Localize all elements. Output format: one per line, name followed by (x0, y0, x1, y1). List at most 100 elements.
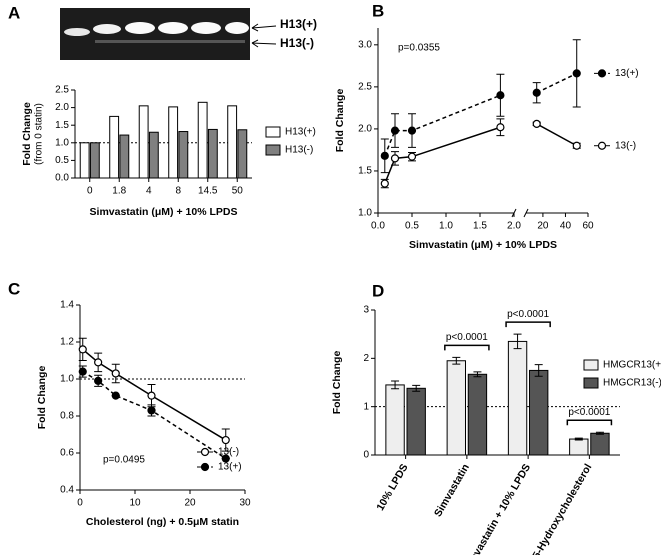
y-tick-label: 1.0 (60, 374, 74, 385)
y-tick-label: 0 (363, 450, 369, 461)
marker (78, 367, 87, 376)
x-tick-label: 0 (87, 186, 93, 197)
y-tick-label: 1.4 (60, 300, 74, 311)
y-tick-label: 2.5 (358, 82, 372, 93)
bar (148, 131, 159, 179)
y-tick-label: 0.4 (60, 485, 74, 496)
x-axis-label: Simvastatin (μM) + 10% LPDS (90, 206, 238, 218)
error-bar (574, 437, 583, 441)
series-line (384, 126, 501, 184)
series-line (384, 94, 501, 157)
marker (532, 119, 541, 128)
gel-label: H13(+) (280, 17, 317, 31)
marker (147, 406, 156, 415)
x-tick-label: 10% LPDS (374, 462, 410, 513)
significance-bracket (566, 419, 613, 426)
error-bar (391, 380, 400, 390)
bar (590, 432, 610, 456)
bar (79, 142, 90, 179)
error-bar (595, 431, 604, 435)
marker (94, 358, 103, 367)
marker (380, 151, 389, 160)
y-tick-label: 2 (363, 353, 369, 364)
marker (78, 345, 87, 354)
y-axis-label: Fold Change (21, 102, 33, 166)
annotation: p=0.0495 (103, 455, 145, 466)
x-tick-label: 2.0 (507, 221, 521, 232)
annotation: p<0.0001 (507, 309, 549, 320)
x-tick-label: 14.5 (198, 186, 218, 197)
bar (446, 360, 466, 456)
marker (407, 152, 417, 161)
panel-label: C (8, 279, 20, 298)
bar (406, 387, 426, 456)
legend-swatch (265, 126, 281, 138)
panel-label: D (372, 281, 384, 300)
legend-label: H13(-) (285, 145, 313, 156)
x-tick-label: 20 (537, 221, 549, 232)
marker (572, 141, 581, 150)
x-tick-label: 0.5 (405, 221, 419, 232)
y-tick-label: 1.5 (55, 120, 69, 131)
x-tick-label: 1.5 (473, 221, 487, 232)
x-tick-label: Simvastatin (432, 462, 472, 519)
legend-marker (200, 462, 210, 472)
x-tick-label: 10 (129, 498, 141, 509)
y-tick-label: 0.6 (60, 448, 74, 459)
marker (407, 126, 417, 135)
y-axis-label: Fold Change (334, 89, 346, 153)
legend-swatch (583, 377, 599, 389)
x-axis-label: Cholesterol (ng) + 0.5μM statin (86, 516, 239, 528)
bar (529, 369, 549, 456)
marker (147, 391, 156, 400)
bar (385, 384, 405, 456)
marker (111, 391, 120, 400)
bar (467, 373, 488, 456)
y-tick-label: 2.0 (55, 102, 69, 113)
bar (237, 129, 248, 179)
x-tick-label: 0 (77, 498, 83, 509)
y-tick-label: 1.0 (358, 208, 372, 219)
bar (168, 106, 179, 179)
y-tick-label: 1.5 (358, 166, 372, 177)
x-tick-label: 50 (232, 186, 244, 197)
legend-label: 13(+) (615, 68, 639, 79)
error-bar (513, 333, 522, 350)
marker (221, 435, 230, 445)
error-bar (473, 371, 482, 378)
marker (496, 123, 505, 132)
bar (119, 134, 130, 179)
panel-label: B (372, 1, 384, 20)
y-tick-label: 2.0 (358, 124, 372, 135)
marker (390, 154, 400, 163)
bar (138, 105, 149, 179)
bar (89, 142, 100, 179)
legend-label: HMGCR13(+) (603, 360, 661, 371)
y-tick-label: 2.5 (55, 85, 69, 96)
significance-bracket (505, 321, 551, 328)
legend-label: 13(-) (615, 140, 636, 151)
series-line (536, 72, 578, 94)
legend-label: H13(+) (285, 127, 316, 138)
y-axis-label: Fold Change (36, 366, 48, 430)
marker (111, 369, 120, 378)
y-tick-label: 3 (363, 305, 369, 316)
y-tick-label: 1 (363, 401, 369, 412)
y-tick-label: 0.0 (55, 173, 69, 184)
legend-marker (597, 69, 607, 78)
x-tick-label: 8 (175, 186, 181, 197)
series-line (536, 123, 578, 147)
x-tick-label: 1.8 (112, 186, 126, 197)
legend-label: 13(-) (218, 447, 239, 458)
bar (197, 101, 208, 179)
gel-image (60, 8, 277, 60)
legend-marker (597, 141, 607, 150)
x-tick-label: 40 (560, 221, 572, 232)
gel-label: H13(-) (280, 36, 314, 50)
y-tick-label: 3.0 (358, 39, 372, 50)
y-axis-label: Fold Change (331, 351, 343, 415)
marker (94, 376, 103, 385)
bar (207, 128, 218, 179)
bar (109, 115, 120, 179)
